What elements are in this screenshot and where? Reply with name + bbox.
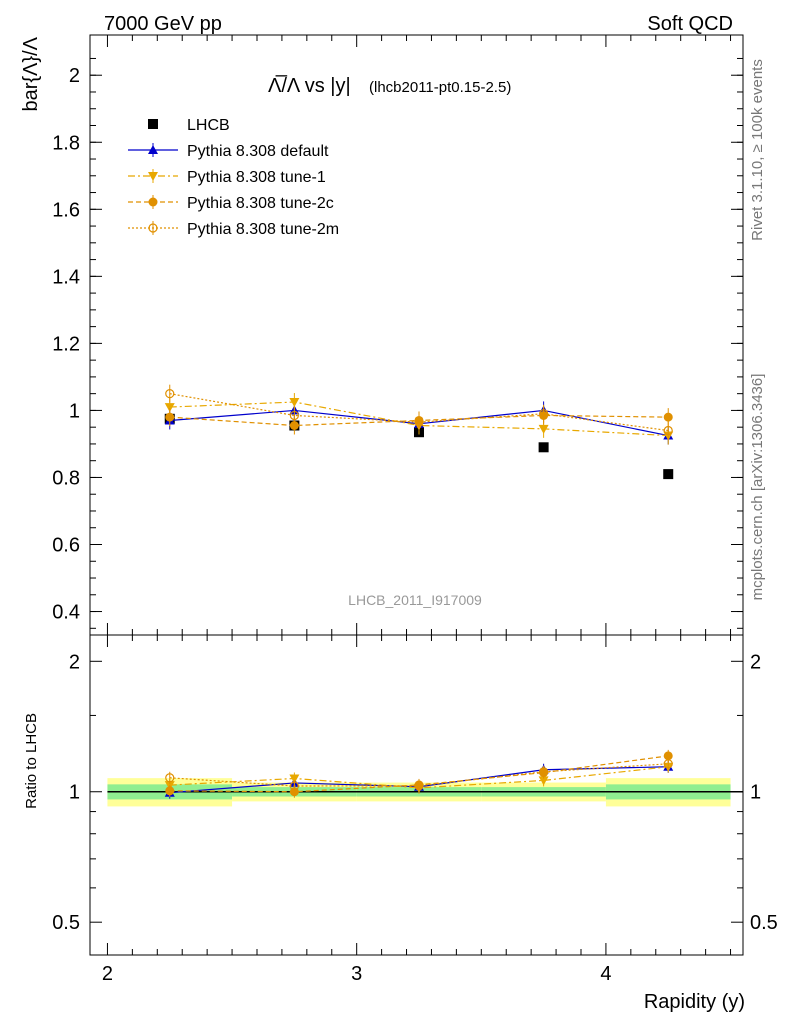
main-ytick-label: 2 (69, 65, 80, 87)
ratio-data-point (289, 774, 300, 784)
data-point (538, 424, 549, 434)
legend: LHCB Pythia 8.308 default Pythia 8.308 tun… (128, 117, 339, 238)
legend-label: Pythia 8.308 tune-2m (187, 221, 339, 238)
ratio-data-point (414, 781, 424, 791)
ratio-series-3 (165, 757, 673, 792)
ratio-ytick-label: 1 (69, 782, 80, 804)
main-ylabel: bar{Λ}/Λ (20, 36, 42, 111)
main-ytick-label: 1 (69, 400, 80, 422)
data-point (165, 412, 175, 422)
main-plot: 0.4 0.6 0.8 1 1.2 1.4 1.6 1.8 2 (52, 35, 743, 635)
legend-label: Pythia 8.308 tune-1 (187, 169, 326, 186)
ratio-ytick-label-right: 1 (750, 782, 761, 804)
main-ytick-label: 0.6 (52, 534, 80, 556)
ratio-data-point (663, 759, 673, 769)
data-point (538, 442, 549, 453)
series-4 (165, 384, 673, 440)
data-point (165, 389, 175, 399)
ratio-series-line (169, 766, 669, 789)
ratio-frame (89, 634, 744, 956)
main-ytick-label: 1.4 (52, 266, 80, 288)
legend-marker (148, 119, 158, 129)
series-line (169, 393, 669, 432)
data-point (164, 403, 175, 413)
watermark: LHCB_2011_I917009 (348, 592, 482, 608)
ratio-data-point (538, 776, 549, 786)
legend-label: LHCB (187, 117, 230, 134)
data-point (289, 398, 300, 408)
ratio-ytick-label-right: 2 (750, 651, 761, 673)
data-point (289, 410, 299, 421)
header-right: Soft QCD (647, 13, 733, 35)
legend-label: Pythia 8.308 tune-2c (187, 195, 334, 212)
ratio-ytick-label: 0.5 (52, 912, 80, 934)
data-point (663, 469, 674, 480)
main-ytick-label: 0.8 (52, 467, 80, 489)
legend-item: Pythia 8.308 tune-1 (128, 169, 326, 186)
legend-item: Pythia 8.308 default (128, 143, 329, 160)
main-ytick-label: 1.6 (52, 199, 80, 221)
ratio-data-point (539, 767, 549, 777)
ratio-ytick-label-right: 0.5 (750, 912, 778, 934)
ratio-data-point (165, 773, 175, 783)
ratio-data-point (165, 786, 175, 796)
data-point (414, 417, 424, 427)
data-point (289, 421, 299, 431)
ratio-ytick-label: 2 (69, 651, 80, 673)
chart-title: Λ̅/Λ vs |y| (268, 74, 351, 97)
data-point (539, 409, 549, 419)
chart-subtitle: (lhcb2011-pt0.15-2.5) (369, 79, 511, 96)
legend-item: Pythia 8.308 tune-2m (128, 221, 339, 238)
legend-marker (148, 145, 158, 154)
legend-marker (148, 197, 158, 207)
ratio-plot: 0.5 0.5 1 1 2 2 2 3 4 (52, 635, 778, 985)
source-label: mcplots.cern.ch [arXiv:1306.3436] (749, 374, 766, 601)
legend-label: Pythia 8.308 default (187, 143, 329, 160)
legend-item: LHCB (148, 117, 230, 134)
xtick-label: 3 (351, 963, 362, 985)
data-point (663, 412, 673, 422)
rivet-label: Rivet 3.1.10, ≥ 100k events (749, 59, 766, 241)
ratio-bands (107, 778, 743, 807)
xtick-label: 2 (102, 963, 113, 985)
legend-item: Pythia 8.308 tune-2c (128, 195, 334, 212)
header-left: 7000 GeV pp (104, 13, 222, 35)
main-ytick-label: 1.8 (52, 132, 80, 154)
data-point (663, 425, 673, 436)
xlabel: Rapidity (y) (644, 991, 745, 1013)
ratio-ylabel: Ratio to LHCB (23, 713, 40, 809)
main-ytick-label: 1.2 (52, 333, 80, 355)
legend-marker (148, 223, 158, 233)
xtick-label: 4 (600, 963, 611, 985)
main-ytick-label: 0.4 (52, 602, 80, 624)
ratio-data-point (289, 781, 299, 791)
legend-marker (148, 172, 158, 181)
ratio-data-point (663, 751, 673, 761)
